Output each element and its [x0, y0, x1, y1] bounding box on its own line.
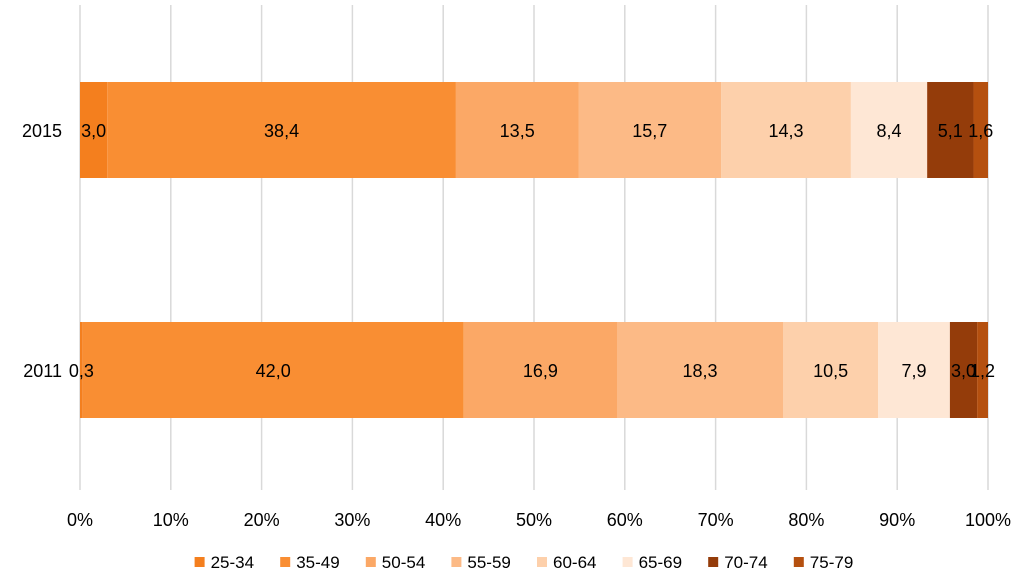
data-label: 7,9 — [902, 361, 927, 381]
data-label: 10,5 — [813, 361, 848, 381]
legend-swatch — [622, 557, 633, 567]
legend-item: 75-79 — [793, 553, 853, 572]
bar-segment — [80, 322, 83, 418]
x-tick-label: 10% — [153, 510, 189, 530]
legend-swatch — [708, 557, 719, 567]
legend-swatch — [537, 557, 547, 567]
legend-label: 65-69 — [639, 553, 682, 572]
data-label: 38,4 — [264, 121, 299, 141]
legend-item: 55-59 — [451, 553, 511, 572]
data-label: 3,0 — [81, 121, 106, 141]
data-label: 18,3 — [682, 361, 717, 381]
data-label: 0,3 — [69, 361, 94, 381]
legend-item: 50-54 — [365, 553, 425, 572]
legend-item: 70-74 — [708, 553, 768, 572]
x-tick-label: 30% — [334, 510, 370, 530]
legend-item: 60-64 — [537, 553, 596, 572]
x-tick-label: 20% — [244, 510, 280, 530]
bar-segment — [927, 82, 974, 178]
legend-swatch — [365, 557, 376, 567]
legend-item: 25-34 — [194, 553, 254, 572]
x-tick-label: 40% — [425, 510, 461, 530]
bar-segment — [463, 322, 617, 418]
legend-swatch — [280, 557, 291, 567]
data-labels: 3,0 38,4 13,5 15,7 14,3 8,4 5,1 1,6 0,3 42,0 16,9 1… — [69, 121, 995, 381]
data-label: 5,1 — [938, 121, 963, 141]
bar-segment — [107, 82, 456, 178]
category-label: 2011 — [23, 361, 62, 381]
x-tick-label: 80% — [788, 510, 824, 530]
data-label: 15,7 — [632, 121, 667, 141]
legend-swatch — [451, 557, 462, 567]
bar-segment — [949, 322, 978, 418]
x-axis-tick-labels: 0% 10% 20% 30% 40% 50% 60% 70% 80% 90% 100% — [67, 510, 1011, 530]
bar-segment — [82, 322, 464, 418]
bar-segment — [878, 322, 950, 418]
bar-segment — [721, 82, 851, 178]
bar-segment — [973, 82, 988, 178]
data-label: 16,9 — [523, 361, 558, 381]
bar-segment — [80, 82, 108, 178]
bar-segment — [616, 322, 783, 418]
data-label: 3,0 — [951, 361, 976, 381]
legend-label: 70-74 — [724, 553, 767, 572]
data-label: 1,6 — [968, 121, 993, 141]
data-label: 13,5 — [500, 121, 535, 141]
legend-label: 50-54 — [382, 553, 425, 572]
category-label: 2015 — [22, 121, 62, 141]
data-label: 42,0 — [256, 361, 291, 381]
bar-segment — [850, 82, 928, 178]
legend-label: 75-79 — [810, 553, 853, 572]
legend-label: 35-49 — [296, 553, 339, 572]
bar-segment — [455, 82, 579, 178]
x-tick-label: 100% — [965, 510, 1011, 530]
category-labels: 2015 2011 — [22, 121, 62, 381]
legend-item: 35-49 — [280, 553, 340, 572]
legend-swatch — [194, 557, 205, 567]
legend-item: 65-69 — [622, 553, 682, 572]
x-tick-label: 70% — [698, 510, 734, 530]
x-tick-label: 0% — [67, 510, 93, 530]
legend-label: 55-59 — [467, 553, 510, 572]
legend-label: 25-34 — [211, 553, 254, 572]
data-label: 14,3 — [768, 121, 803, 141]
x-tick-label: 60% — [607, 510, 643, 530]
bar-segment — [977, 322, 988, 418]
data-label: 8,4 — [877, 121, 902, 141]
x-tick-label: 50% — [516, 510, 552, 530]
bars — [80, 82, 988, 418]
legend: 25-34 35-49 50-54 55-59 60-64 65-69 70-74 75-79 — [194, 553, 853, 572]
legend-swatch — [793, 557, 804, 567]
bar-segment — [782, 322, 879, 418]
x-tick-label: 90% — [879, 510, 915, 530]
bar-segment — [578, 82, 722, 178]
legend-label: 60-64 — [553, 553, 596, 572]
data-label: 1,2 — [970, 361, 995, 381]
